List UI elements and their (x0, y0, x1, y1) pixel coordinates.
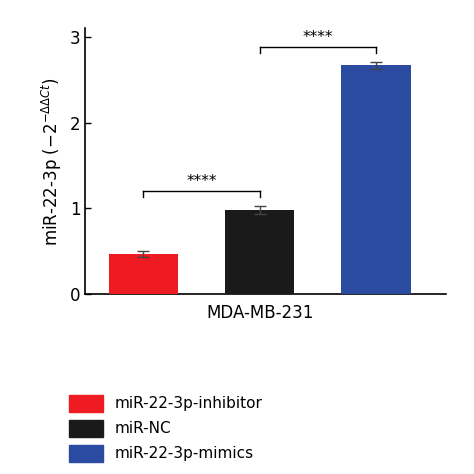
Text: ****: **** (186, 173, 217, 189)
Legend: miR-22-3p-inhibitor, miR-NC, miR-22-3p-mimics: miR-22-3p-inhibitor, miR-NC, miR-22-3p-m… (69, 395, 263, 462)
Bar (225, 210, 294, 294)
Bar (109, 255, 178, 294)
Y-axis label: miR-22-3p $(-2^{-\Delta\Delta Ct})$: miR-22-3p $(-2^{-\Delta\Delta Ct})$ (40, 77, 64, 246)
Text: ****: **** (302, 30, 333, 45)
Bar (341, 65, 410, 294)
